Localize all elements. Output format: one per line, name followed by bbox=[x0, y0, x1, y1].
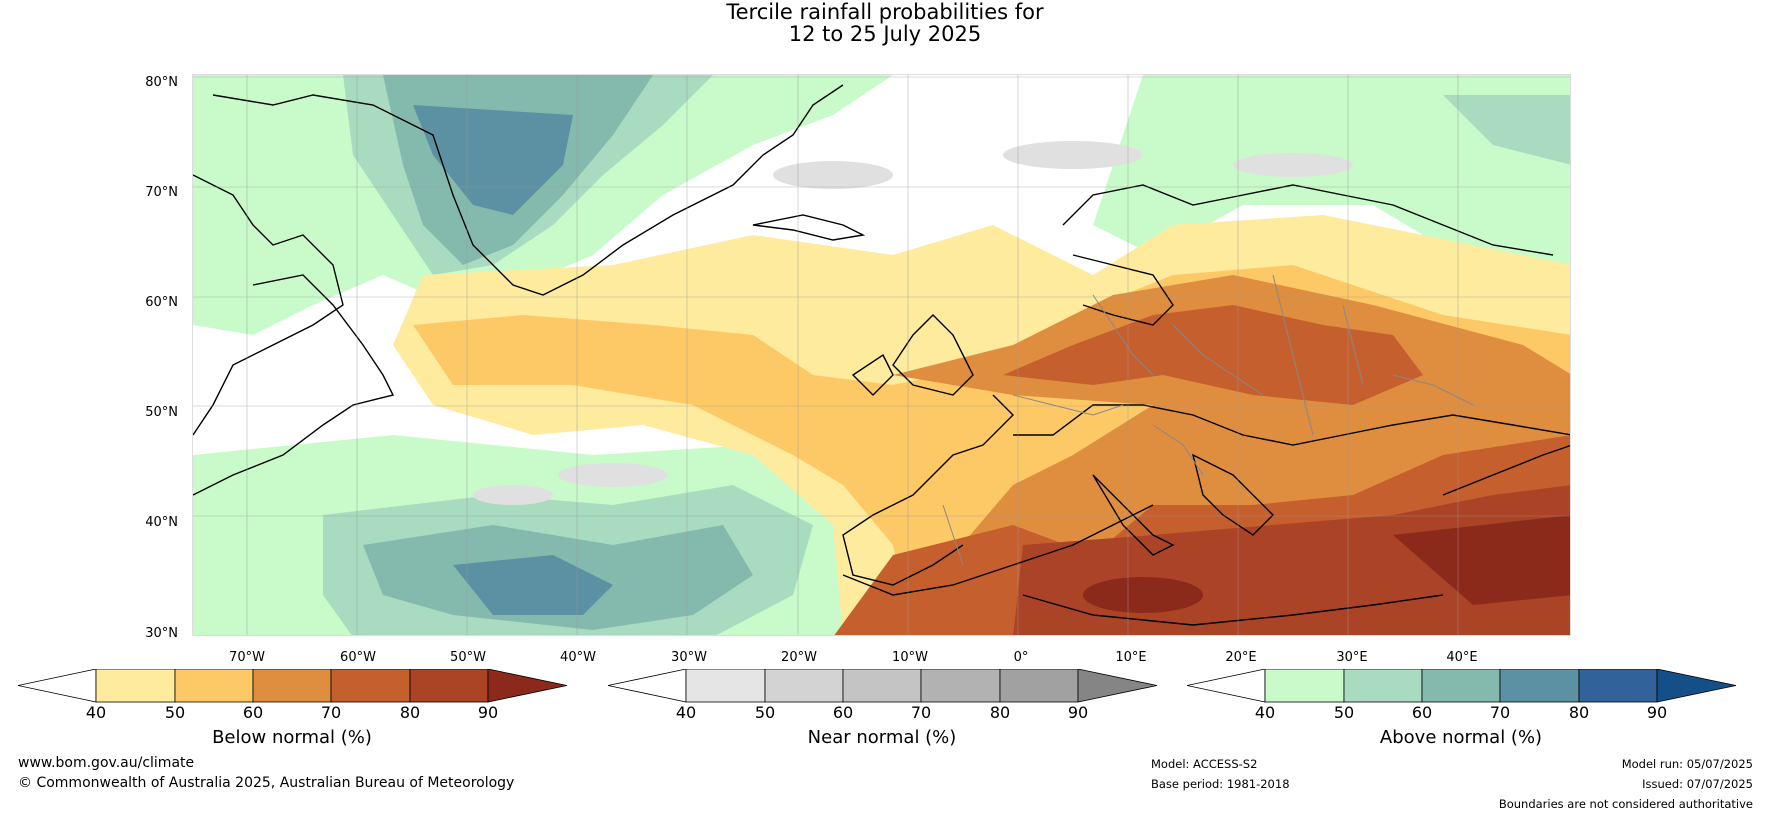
colorbar-3-segment-4 bbox=[1499, 669, 1580, 703]
lat-label-60n: 60°N bbox=[145, 295, 178, 310]
colorbar-near-normal-title: Near normal (%) bbox=[807, 727, 957, 748]
lat-label-50n: 50°N bbox=[145, 405, 178, 420]
cbar1-tick-60: 60 bbox=[242, 703, 264, 722]
footer-copyright: © Commonwealth of Australia 2025, Austra… bbox=[18, 775, 515, 791]
coastlines bbox=[193, 84, 1570, 626]
map-title-line-1: Tercile rainfall probabilities for bbox=[726, 0, 1044, 24]
colorbar-above-normal bbox=[1187, 669, 1737, 703]
colorbar-below-normal-graphic bbox=[18, 669, 568, 703]
cbar1-tick-90: 90 bbox=[477, 703, 499, 722]
cbar2-tick-90: 90 bbox=[1067, 703, 1089, 722]
colorbar-2-segment-6 bbox=[1077, 669, 1158, 703]
lon-label-50w: 50°W bbox=[450, 650, 486, 665]
lon-label-10e: 10°E bbox=[1115, 650, 1147, 665]
cbar3-tick-90: 90 bbox=[1646, 703, 1668, 722]
cbar1-tick-80: 80 bbox=[399, 703, 421, 722]
colorbar-1-segment-5 bbox=[409, 669, 489, 703]
lat-label-80n: 80°N bbox=[145, 75, 178, 90]
cbar2-tick-80: 80 bbox=[989, 703, 1011, 722]
cbar2-tick-60: 60 bbox=[832, 703, 854, 722]
cbar2-tick-40: 40 bbox=[675, 703, 697, 722]
colorbar-2-segment-4 bbox=[920, 669, 1001, 703]
colorbar-2-segment-0 bbox=[608, 669, 687, 703]
lat-label-40n: 40°N bbox=[145, 515, 178, 530]
colorbar-1-segment-1 bbox=[95, 669, 176, 703]
colorbar-1-segment-2 bbox=[174, 669, 254, 703]
colorbar-3-segment-2 bbox=[1343, 669, 1423, 703]
colorbar-3-segment-3 bbox=[1421, 669, 1501, 703]
below-normal-regions bbox=[393, 215, 1570, 635]
graticule bbox=[193, 75, 1570, 635]
lon-label-40e: 40°E bbox=[1446, 650, 1478, 665]
lon-label-0: 0° bbox=[1013, 650, 1029, 665]
colorbar-1-segment-3 bbox=[252, 669, 332, 703]
colorbar-1-segment-0 bbox=[18, 669, 97, 703]
cbar3-tick-50: 50 bbox=[1333, 703, 1355, 722]
colorbar-below-normal-title: Below normal (%) bbox=[212, 727, 372, 748]
colorbar-near-normal bbox=[608, 669, 1158, 703]
colorbar-3-segment-0 bbox=[1187, 669, 1266, 703]
colorbar-2-segment-2 bbox=[764, 669, 844, 703]
cbar1-tick-50: 50 bbox=[164, 703, 186, 722]
lon-label-60w: 60°W bbox=[340, 650, 376, 665]
footer-model: Model: ACCESS-S2 bbox=[1151, 757, 1258, 771]
map-canvas bbox=[193, 75, 1570, 635]
colorbar-near-normal-graphic bbox=[608, 669, 1158, 703]
lon-label-30w: 30°W bbox=[671, 650, 707, 665]
cbar2-tick-50: 50 bbox=[754, 703, 776, 722]
footer-base-period: Base period: 1981-2018 bbox=[1151, 777, 1290, 791]
lat-label-70n: 70°N bbox=[145, 185, 178, 200]
cbar3-tick-80: 80 bbox=[1568, 703, 1590, 722]
colorbar-3-segment-5 bbox=[1578, 669, 1658, 703]
colorbar-2-segment-1 bbox=[685, 669, 766, 703]
lon-label-30e: 30°E bbox=[1336, 650, 1368, 665]
lat-label-30n: 30°N bbox=[145, 626, 178, 641]
lon-label-20w: 20°W bbox=[781, 650, 817, 665]
above-normal-regions bbox=[193, 75, 1570, 635]
cbar2-tick-70: 70 bbox=[910, 703, 932, 722]
lon-label-20e: 20°E bbox=[1225, 650, 1257, 665]
colorbar-1-segment-6 bbox=[487, 669, 568, 703]
cbar3-tick-70: 70 bbox=[1489, 703, 1511, 722]
colorbar-1-segment-4 bbox=[330, 669, 411, 703]
colorbar-3-segment-1 bbox=[1264, 669, 1345, 703]
colorbar-3-segment-6 bbox=[1656, 669, 1737, 703]
colorbar-above-normal-title: Above normal (%) bbox=[1379, 727, 1543, 748]
colorbar-above-normal-graphic bbox=[1187, 669, 1737, 703]
cbar1-tick-70: 70 bbox=[320, 703, 342, 722]
map-title-line-2: 12 to 25 July 2025 bbox=[788, 22, 982, 46]
lon-label-70w: 70°W bbox=[229, 650, 265, 665]
cbar3-tick-40: 40 bbox=[1254, 703, 1276, 722]
footer-issued: Issued: 07/07/2025 bbox=[1642, 777, 1753, 791]
lon-label-40w: 40°W bbox=[560, 650, 596, 665]
footer-website[interactable]: www.bom.gov.au/climate bbox=[18, 755, 195, 771]
lon-label-10w: 10°W bbox=[892, 650, 928, 665]
rainfall-probability-map bbox=[192, 74, 1571, 636]
cbar3-tick-60: 60 bbox=[1411, 703, 1433, 722]
colorbar-2-segment-5 bbox=[999, 669, 1079, 703]
colorbar-2-segment-3 bbox=[842, 669, 922, 703]
country-boundaries bbox=[942, 274, 1474, 566]
footer-model-run: Model run: 05/07/2025 bbox=[1621, 757, 1753, 771]
footer-disclaimer: Boundaries are not considered authoritat… bbox=[1498, 797, 1753, 811]
cbar1-tick-40: 40 bbox=[85, 703, 107, 722]
colorbar-below-normal bbox=[18, 669, 568, 703]
